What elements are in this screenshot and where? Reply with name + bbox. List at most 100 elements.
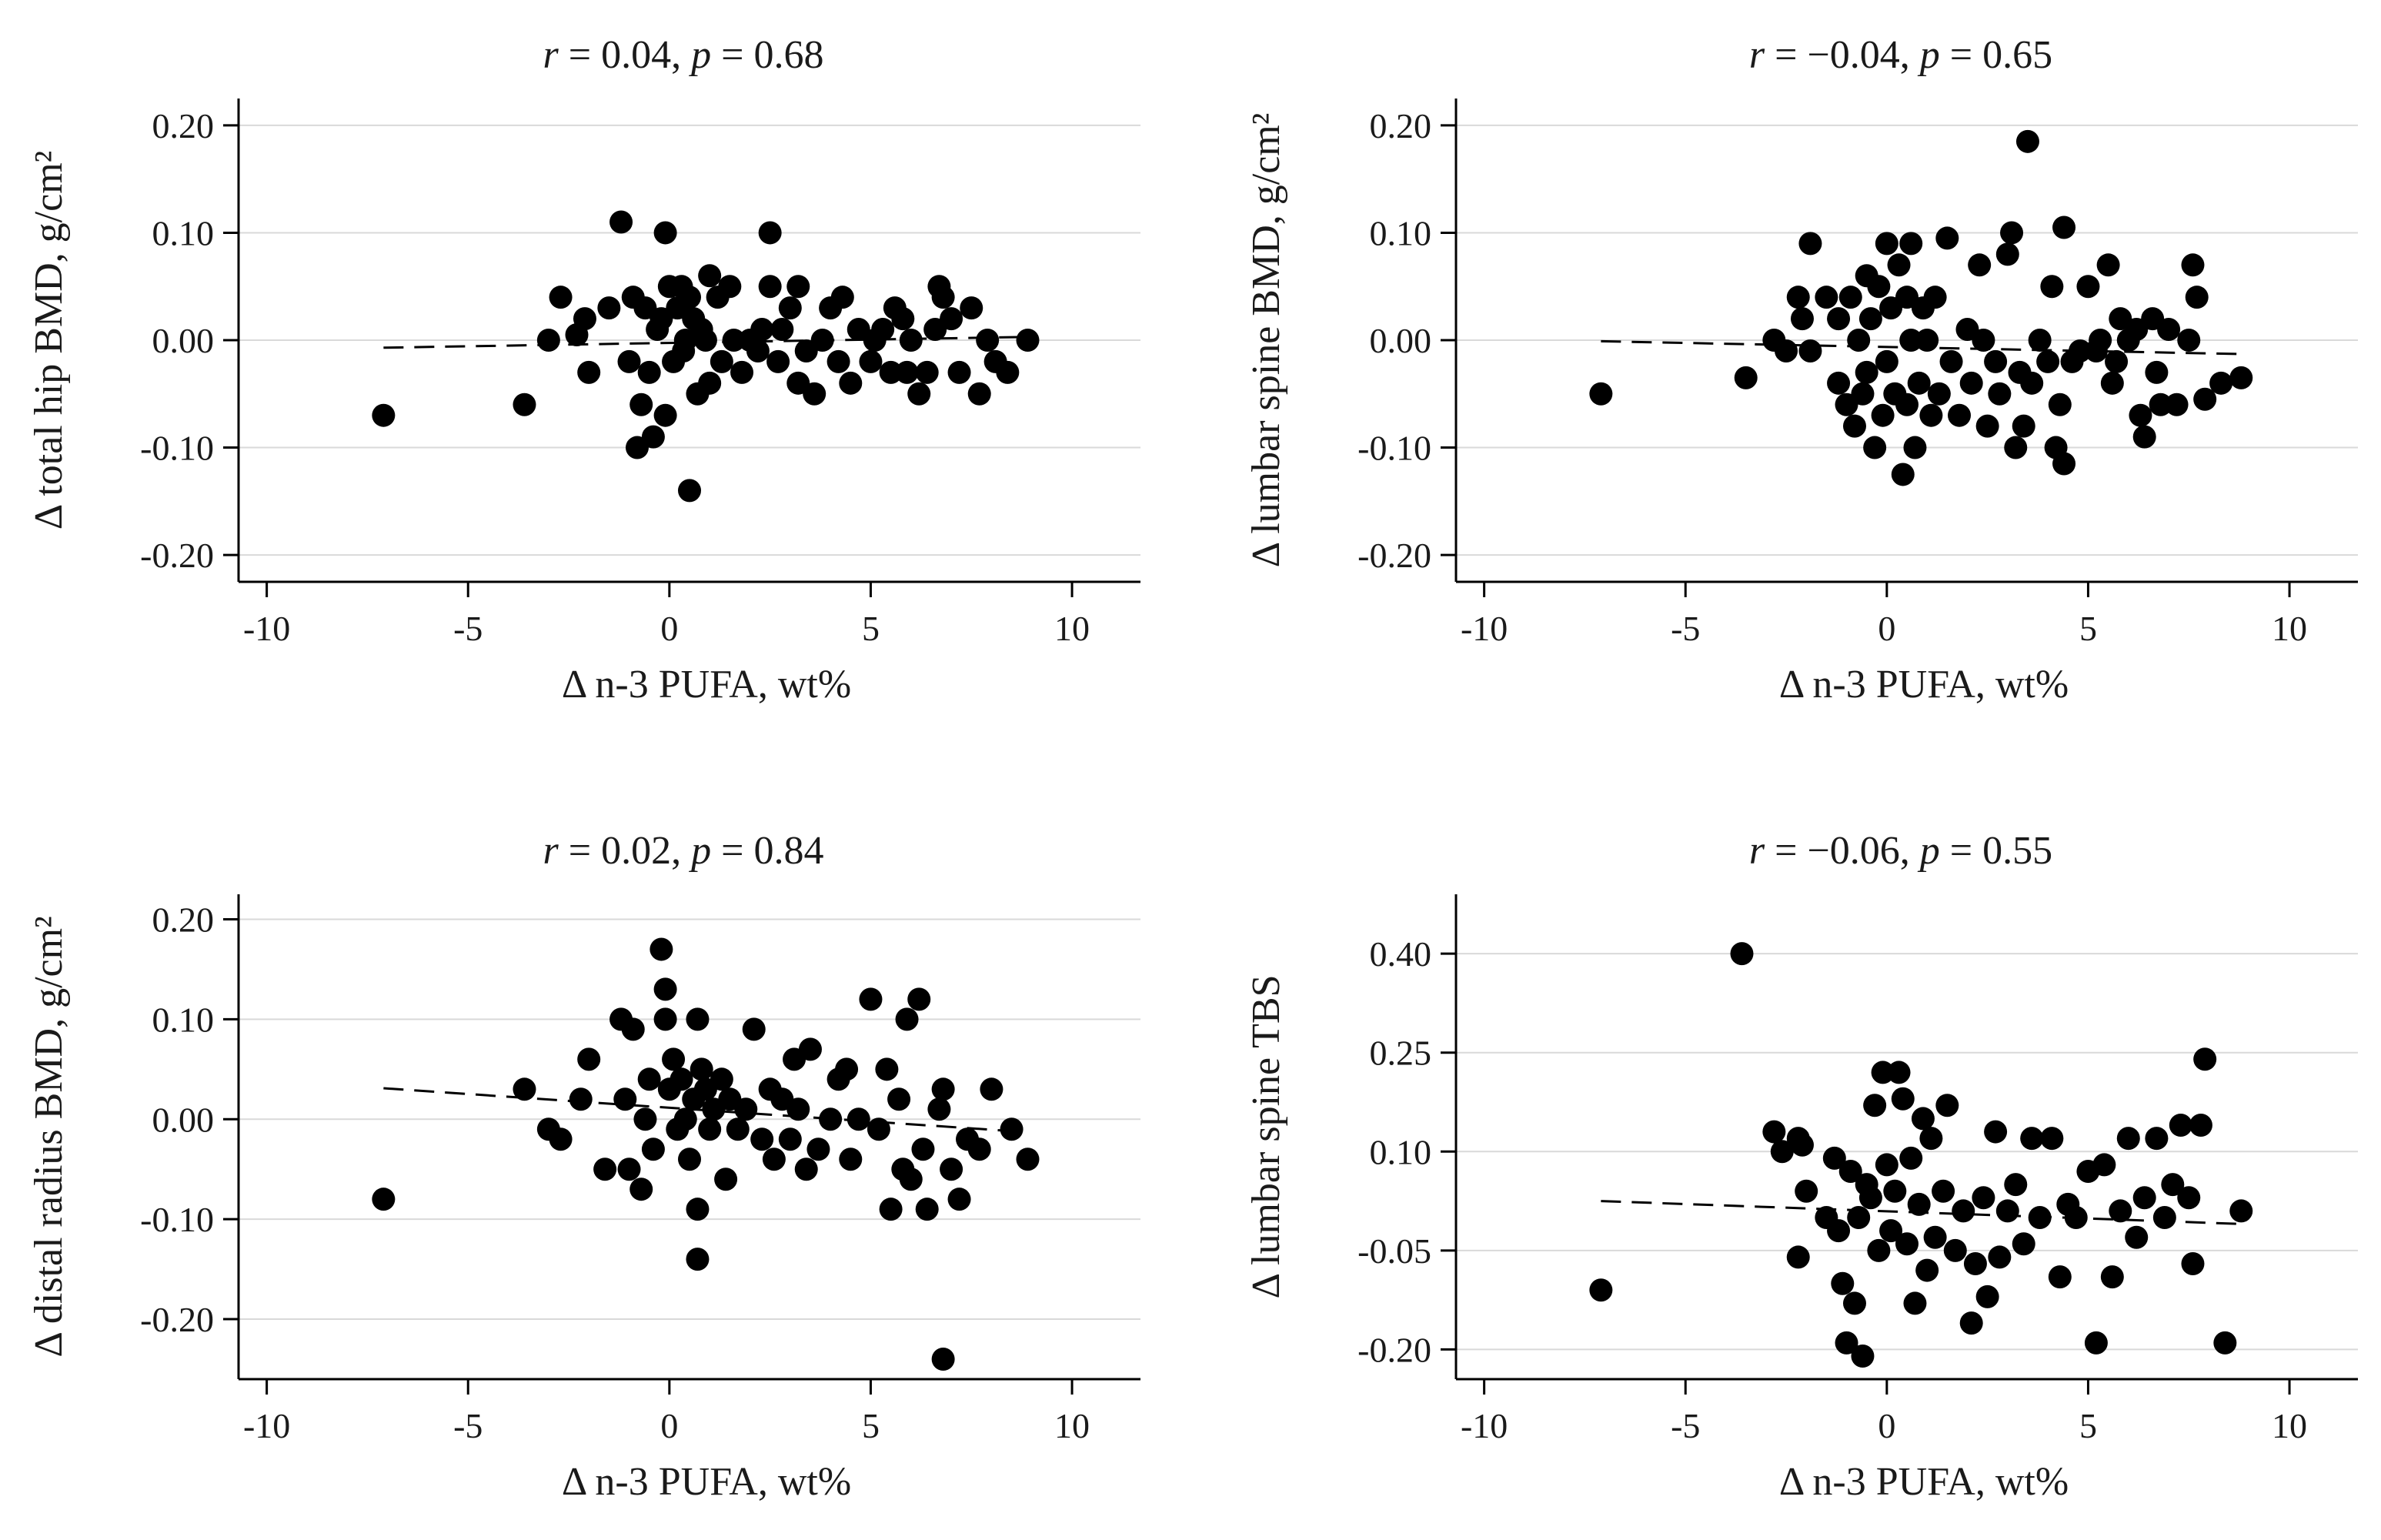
title-p-symbol: p	[688, 829, 711, 873]
data-point	[1770, 1140, 1794, 1164]
y-tick-label: 0.00	[1370, 321, 1432, 360]
title-p-symbol: p	[688, 33, 711, 77]
data-point	[718, 275, 742, 299]
data-point	[786, 1097, 810, 1121]
data-point	[678, 1147, 701, 1171]
data-point	[637, 1067, 661, 1091]
data-point	[960, 296, 983, 320]
data-point	[976, 329, 1000, 352]
data-point	[1968, 253, 1992, 277]
data-point	[798, 1037, 822, 1061]
data-point	[698, 371, 722, 395]
data-point	[1871, 1061, 1895, 1084]
data-point	[1907, 1192, 1931, 1216]
y-tick-label: 0.10	[1370, 1132, 1432, 1171]
data-point	[1016, 329, 1040, 352]
data-point	[597, 296, 621, 320]
data-point	[650, 937, 673, 961]
x-tick-label: 10	[2272, 609, 2307, 648]
data-point	[2129, 403, 2152, 427]
data-point	[1589, 382, 1613, 406]
data-point	[2089, 329, 2112, 352]
data-point	[2084, 1331, 2108, 1355]
data-point	[1786, 286, 1810, 309]
data-point	[629, 393, 653, 416]
data-point	[1855, 360, 1878, 384]
data-point	[1995, 242, 2019, 266]
data-point	[839, 1147, 863, 1171]
data-point	[549, 1127, 573, 1151]
data-point	[686, 1007, 710, 1031]
y-tick-label: -0.10	[140, 1200, 214, 1239]
data-point	[1795, 1179, 1818, 1203]
y-tick-label: 0.00	[152, 321, 215, 360]
data-point	[617, 349, 641, 373]
data-point	[1730, 942, 1754, 966]
data-point	[1790, 1133, 1814, 1157]
data-point	[758, 275, 782, 299]
data-point	[2012, 414, 2035, 438]
data-point	[967, 382, 991, 406]
data-point	[1972, 1186, 1995, 1210]
data-point	[1935, 1094, 1959, 1117]
data-point	[1822, 1146, 1846, 1170]
data-point	[899, 1168, 923, 1191]
data-point	[830, 286, 854, 309]
y-axis-label: Δ lumbar spine BMD, g/cm²	[1244, 113, 1288, 568]
title-r-value: = −0.04,	[1765, 33, 1920, 77]
data-point	[907, 987, 931, 1011]
x-axis-label: Δ n-3 PUFA, wt%	[562, 663, 851, 707]
data-point	[915, 360, 939, 384]
y-axis-label: Δ total hip BMD, g/cm²	[27, 151, 71, 529]
x-tick-label: -10	[243, 1406, 290, 1445]
x-axis-label: Δ n-3 PUFA, wt%	[1779, 1460, 2069, 1504]
x-axis-label: Δ n-3 PUFA, wt%	[1779, 663, 2069, 707]
data-point	[633, 1107, 657, 1131]
data-point	[698, 1117, 722, 1141]
data-point	[1948, 403, 1972, 427]
data-point	[1895, 1232, 1918, 1256]
data-point	[1915, 1258, 1939, 1282]
data-point	[693, 329, 717, 352]
data-point	[1815, 286, 1838, 309]
x-tick-label: 5	[2079, 609, 2097, 648]
y-tick-label: -0.10	[1357, 429, 1431, 468]
data-point	[1923, 1225, 1947, 1249]
data-point	[887, 1087, 911, 1111]
data-point	[1858, 1186, 1882, 1210]
x-tick-label: 5	[862, 1406, 880, 1445]
y-tick-label: 0.20	[152, 106, 215, 145]
data-point	[1988, 382, 2012, 406]
x-tick-label: 0	[660, 609, 678, 648]
data-point	[673, 1107, 697, 1131]
data-point	[1838, 286, 1862, 309]
data-point	[637, 360, 661, 384]
data-point	[726, 1117, 750, 1141]
data-point	[2004, 1173, 2028, 1197]
data-point	[678, 479, 701, 503]
scatter-panel-4: 0.40 0.25 0.10 -0.05 -0.20 -10 -5 0 5 10 Δ n-3 PUF…	[1244, 829, 2358, 1504]
data-point	[662, 1047, 686, 1071]
data-point	[1867, 1238, 1891, 1262]
panel-title: r = 0.04, p = 0.68	[543, 33, 824, 77]
data-point	[1000, 1117, 1024, 1141]
data-point	[1871, 403, 1895, 427]
data-point	[1827, 1219, 1851, 1243]
x-tick-label: -10	[1461, 1406, 1508, 1445]
data-point	[835, 1057, 859, 1081]
data-point	[2052, 452, 2076, 476]
x-tick-label: -5	[1671, 609, 1700, 648]
data-point	[1919, 1127, 1943, 1151]
title-r-symbol: r	[1749, 33, 1765, 77]
data-point	[980, 1077, 1003, 1101]
data-point	[686, 1198, 710, 1221]
data-point	[2213, 1331, 2237, 1355]
data-point	[2064, 1206, 2088, 1229]
scatter-panel-1: 0.20 0.10 0.00 -0.10 -0.20 -10 -5 0 5 10 Δ n-3 PUF…	[27, 33, 1140, 707]
title-p-symbol: p	[1917, 829, 1940, 873]
data-point	[940, 307, 963, 331]
title-p-value: = 0.55	[1940, 829, 2052, 873]
data-point	[1858, 307, 1882, 331]
data-point	[2193, 1047, 2217, 1071]
